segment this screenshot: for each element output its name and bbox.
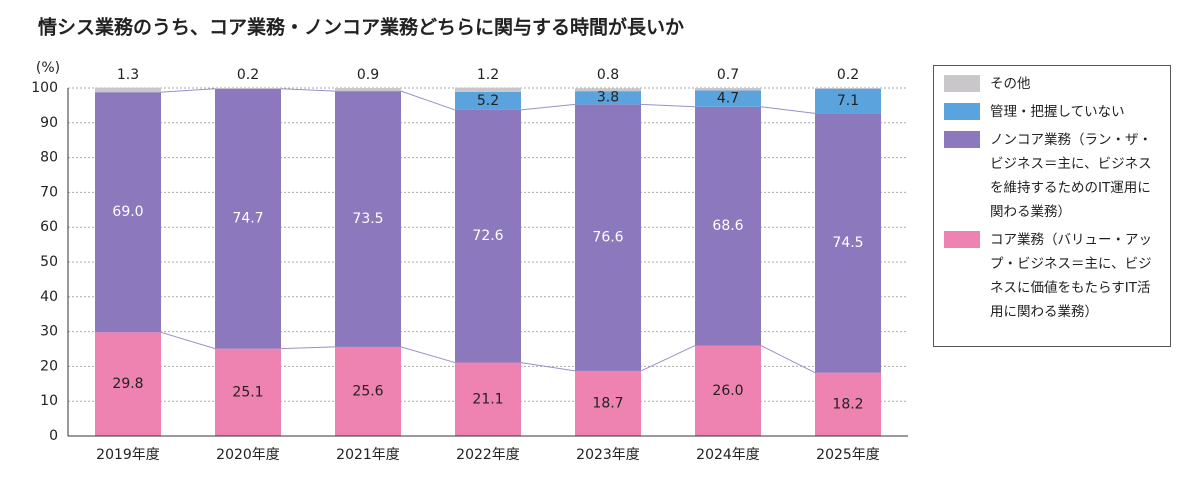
x-tick-label: 2024年度 xyxy=(696,447,760,463)
data-label: 18.7 xyxy=(592,395,623,411)
data-label: 7.1 xyxy=(837,93,859,109)
data-label: 5.2 xyxy=(477,93,499,109)
data-label: 0.8 xyxy=(597,67,619,83)
data-label: 1.2 xyxy=(477,67,499,83)
data-label: 25.1 xyxy=(232,384,263,400)
y-tick-label: 40 xyxy=(40,289,58,305)
y-tick-label: 0 xyxy=(49,428,58,444)
x-tick-label: 2019年度 xyxy=(96,447,160,463)
data-label: 69.0 xyxy=(112,204,143,220)
data-label: 21.1 xyxy=(472,391,503,407)
bar-segment xyxy=(215,88,281,89)
bar-segment xyxy=(575,104,641,371)
bar-segment xyxy=(215,88,281,349)
y-tick-label: 50 xyxy=(40,254,58,270)
bar-segment xyxy=(695,345,761,436)
data-label: 72.6 xyxy=(472,228,503,244)
bar-segment xyxy=(815,88,881,114)
bar-segment xyxy=(575,370,641,436)
connector-line xyxy=(280,88,336,92)
x-tick-label: 2020年度 xyxy=(216,447,280,463)
legend-swatch xyxy=(944,103,980,120)
bar-segment xyxy=(95,92,161,333)
bar-segment xyxy=(455,109,521,363)
bar-segment xyxy=(215,348,281,436)
y-tick-label: 80 xyxy=(40,150,58,166)
bar-segment xyxy=(815,88,881,89)
data-label: 1.3 xyxy=(117,67,139,83)
x-tick-label: 2023年度 xyxy=(576,447,640,463)
bar-segment xyxy=(335,91,401,347)
legend: その他管理・把握していないノンコア業務（ラン・ザ・ビジネス＝主に、ビジネスを維持… xyxy=(933,65,1171,347)
data-label: 0.2 xyxy=(837,67,859,83)
y-tick-label: 90 xyxy=(40,115,58,131)
data-label: 4.7 xyxy=(717,91,739,107)
bar-segment xyxy=(575,88,641,92)
y-tick-label: 30 xyxy=(40,324,58,340)
data-label: 74.7 xyxy=(232,211,263,227)
bar-segment xyxy=(815,113,881,373)
legend-label: その他 xyxy=(990,76,1031,92)
legend-item: コア業務（バリュー・アップ・ビジネス＝主に、ビジネスに価値をもたらすIT活用に関… xyxy=(944,228,1160,324)
connector-line xyxy=(520,362,576,372)
data-label: 0.2 xyxy=(237,67,259,83)
data-label: 25.6 xyxy=(352,383,383,399)
bar-segment xyxy=(455,87,521,92)
bar-segment xyxy=(455,362,521,436)
legend-label: コア業務（バリュー・アップ・ビジネス＝主に、ビジネスに価値をもたらすIT活用に関… xyxy=(990,232,1152,320)
legend-label: ノンコア業務（ラン・ザ・ビジネス＝主に、ビジネスを維持するためのIT運用に関わる… xyxy=(990,132,1152,220)
y-unit: (%) xyxy=(36,60,60,76)
legend-item: その他 xyxy=(944,72,1160,96)
data-label: 68.6 xyxy=(712,218,743,234)
connector-line xyxy=(520,103,576,111)
legend-swatch xyxy=(944,131,980,148)
legend-swatch xyxy=(944,75,980,92)
connector-line xyxy=(160,88,216,93)
data-label: 26.0 xyxy=(712,383,743,399)
legend-item: ノンコア業務（ラン・ザ・ビジネス＝主に、ビジネスを維持するためのIT運用に関わる… xyxy=(944,128,1160,224)
y-tick-label: 70 xyxy=(40,184,58,200)
connector-line xyxy=(760,106,816,114)
connector-line xyxy=(640,345,696,372)
connector-line xyxy=(760,345,816,374)
data-label: 0.7 xyxy=(717,67,739,83)
y-tick-label: 60 xyxy=(40,219,58,235)
bar-segment xyxy=(695,88,761,91)
bar-segment xyxy=(335,346,401,436)
connector-line xyxy=(400,90,456,111)
bar-segment xyxy=(455,91,521,110)
bar-segment xyxy=(95,332,161,436)
chart-title: 情シス業務のうち、コア業務・ノンコア業務どちらに関与する時間が長いか xyxy=(38,16,684,39)
data-label: 0.9 xyxy=(357,67,379,83)
y-tick-label: 20 xyxy=(40,358,58,374)
connector-line xyxy=(640,103,696,108)
x-tick-label: 2021年度 xyxy=(336,447,400,463)
connector-line xyxy=(160,331,216,350)
bar-segment xyxy=(815,372,881,436)
data-label: 29.8 xyxy=(112,376,143,392)
connector-line xyxy=(280,346,336,350)
legend-item: 管理・把握していない xyxy=(944,100,1160,124)
bar-segment xyxy=(695,90,761,107)
bar-segment xyxy=(335,88,401,92)
y-tick-label: 10 xyxy=(40,393,58,409)
bar-segment xyxy=(695,106,761,346)
x-tick-label: 2022年度 xyxy=(456,447,520,463)
legend-swatch xyxy=(944,231,980,248)
data-label: 74.5 xyxy=(832,235,863,251)
data-label: 3.8 xyxy=(597,90,619,106)
data-label: 18.2 xyxy=(832,396,863,412)
y-tick-label: 100 xyxy=(31,80,58,96)
x-tick-label: 2025年度 xyxy=(816,447,880,463)
data-label: 73.5 xyxy=(352,211,383,227)
legend-label: 管理・把握していない xyxy=(990,104,1125,120)
bar-segment xyxy=(95,87,161,93)
data-label: 76.6 xyxy=(592,230,623,246)
connector-line xyxy=(400,346,456,364)
bar-segment xyxy=(575,91,641,105)
